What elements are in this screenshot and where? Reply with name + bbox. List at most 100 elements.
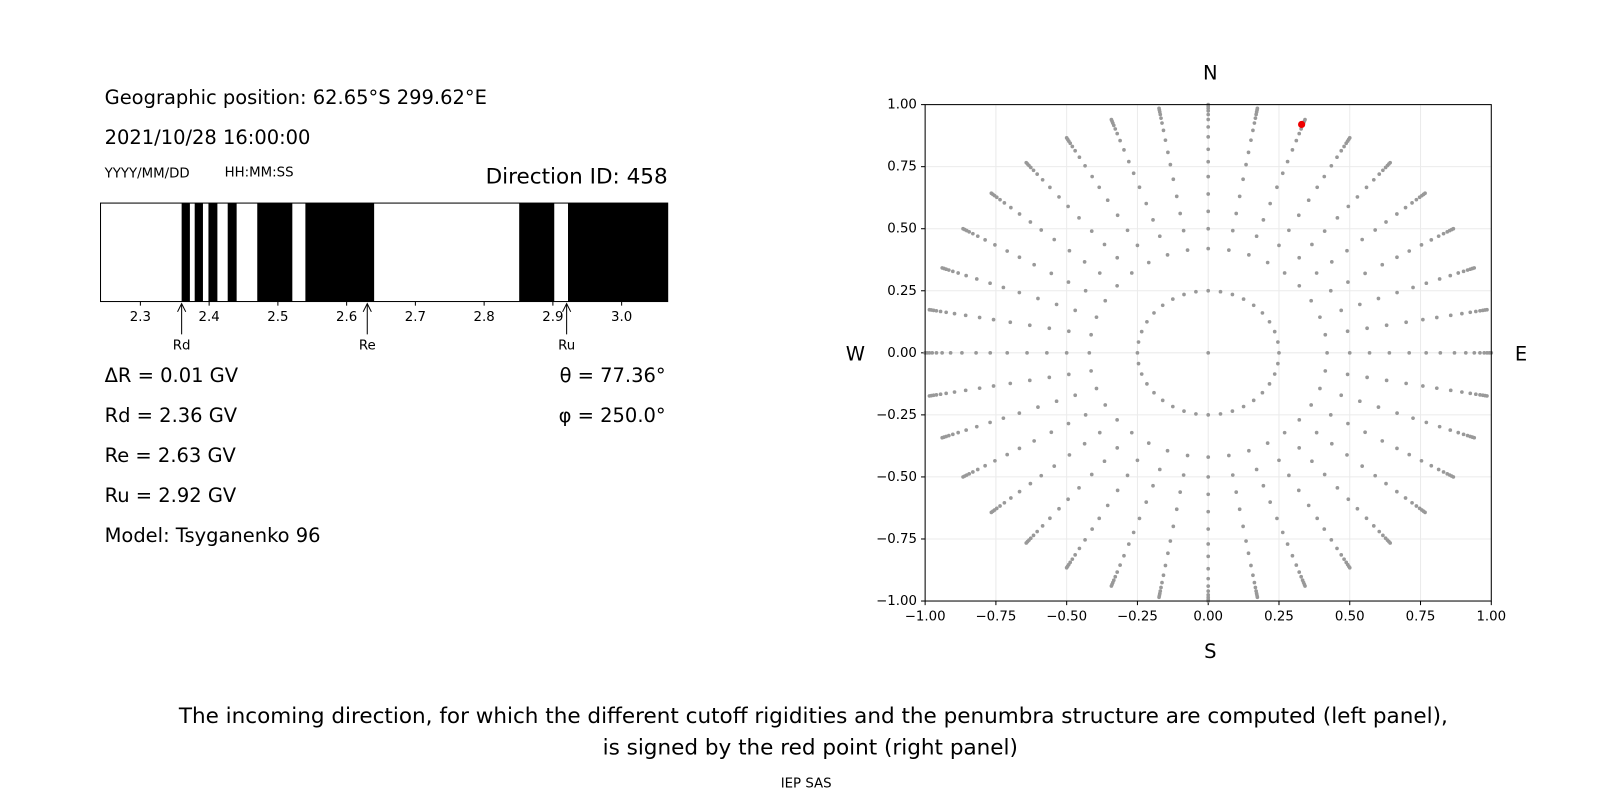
point [1005,350,1010,355]
point [1395,212,1399,216]
point [1448,273,1453,278]
point [1309,298,1314,303]
point [1306,503,1311,508]
point [1159,585,1163,590]
point [1255,106,1260,111]
point [1001,416,1006,421]
point [1345,329,1350,334]
point [1066,280,1071,284]
point [1206,566,1211,571]
point [1227,248,1231,253]
point [998,197,1002,202]
point [1329,260,1334,264]
point [1251,303,1256,308]
point [1206,192,1211,196]
point [1136,361,1141,366]
point [1251,573,1255,578]
point [1364,185,1369,190]
forbidden-band [257,203,293,302]
point [1410,201,1414,205]
point [940,266,945,270]
point [1357,399,1362,404]
point [1090,527,1094,531]
point [1159,116,1163,121]
point [1206,226,1211,231]
point [952,390,957,394]
point [1294,563,1299,567]
point [1247,448,1251,453]
point [1346,421,1350,426]
point [1067,453,1072,457]
point [1384,481,1388,486]
point [1129,271,1134,275]
forbidden-band [194,203,203,302]
point [1318,315,1322,320]
forbidden-band [519,203,555,302]
point [1277,458,1281,463]
forbidden-band [208,203,218,302]
point [1328,288,1333,293]
point [1125,228,1130,233]
point [1009,496,1013,500]
point [1376,405,1381,409]
marker-label: Rd [173,339,191,354]
point [1421,317,1425,322]
point [1434,386,1439,391]
point [1097,516,1102,521]
point [1171,524,1176,529]
point [1066,372,1071,377]
point [1384,220,1388,224]
point [1009,205,1013,210]
point [1251,128,1255,133]
point [1384,323,1389,328]
point [1137,185,1142,190]
point [1145,319,1149,324]
y-tick-label: 0.50 [887,222,917,237]
point [1296,488,1301,493]
point [1125,473,1130,478]
point [1230,228,1235,233]
point [1424,420,1429,425]
point [1246,150,1251,155]
point [977,315,982,320]
point [1073,553,1078,557]
point [1395,489,1399,494]
point [1206,554,1211,559]
point [1064,565,1069,570]
y-tick-label: −1.00 [876,594,917,609]
point [1373,228,1378,232]
point [1040,177,1045,182]
datetime: 2021/10/28 16:00:00 [105,126,311,149]
point [1339,393,1344,398]
point [1395,446,1399,451]
point [1040,523,1045,528]
point [1039,473,1044,478]
angle-line: φ = 250.0° [559,404,666,427]
angle-line: θ = 77.36° [560,364,666,387]
point [1073,308,1078,313]
point [1115,417,1119,422]
point [1411,416,1415,421]
point [1253,116,1258,121]
point [1073,393,1078,398]
point [1277,243,1281,248]
point [1407,350,1412,355]
point [1237,194,1242,199]
point [1151,218,1155,222]
point [1285,542,1290,546]
point [1129,430,1134,435]
point [1115,488,1120,493]
point [1144,500,1149,504]
point [1381,168,1385,173]
x-tick-label: 2.9 [542,310,563,325]
point [1165,253,1170,257]
point [1082,441,1087,446]
point [993,458,997,463]
x-tick-label: 2.3 [130,310,151,325]
point [1157,234,1162,239]
x-tick-label: −0.50 [1046,609,1087,624]
point [1047,375,1052,380]
caption: The incoming direction, for which the di… [178,704,1448,729]
point [1328,413,1333,417]
point [1168,539,1173,543]
